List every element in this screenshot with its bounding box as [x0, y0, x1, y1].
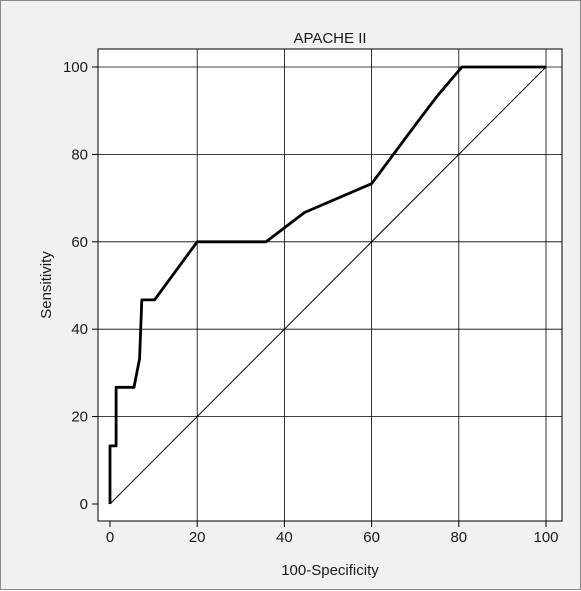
x-axis-label: 100-Specificity	[281, 562, 379, 579]
y-tick-label: 20	[71, 409, 88, 426]
plot-area	[97, 48, 563, 522]
y-tick-label: 40	[71, 321, 88, 338]
x-tick-label: 60	[363, 529, 380, 546]
y-tick-label: 60	[71, 234, 88, 251]
chart-title: APACHE II	[293, 30, 366, 47]
x-tick-label: 80	[450, 529, 467, 546]
reference-diagonal-line	[109, 66, 547, 505]
y-tick-label: 0	[80, 496, 88, 513]
y-tick-label: 80	[71, 146, 88, 163]
x-axis-ticks: 0 20 40 60 80 100	[106, 521, 559, 546]
y-axis-ticks: 0 20 40 60 80 100	[63, 59, 98, 513]
roc-curve-line	[108, 65, 546, 504]
x-tick-label: 20	[189, 529, 206, 546]
x-tick-label: 100	[533, 529, 558, 546]
y-tick-label: 100	[63, 59, 88, 76]
x-tick-label: 40	[276, 529, 293, 546]
y-axis-label: Sensitivity	[38, 251, 55, 319]
x-tick-label: 0	[106, 529, 114, 546]
